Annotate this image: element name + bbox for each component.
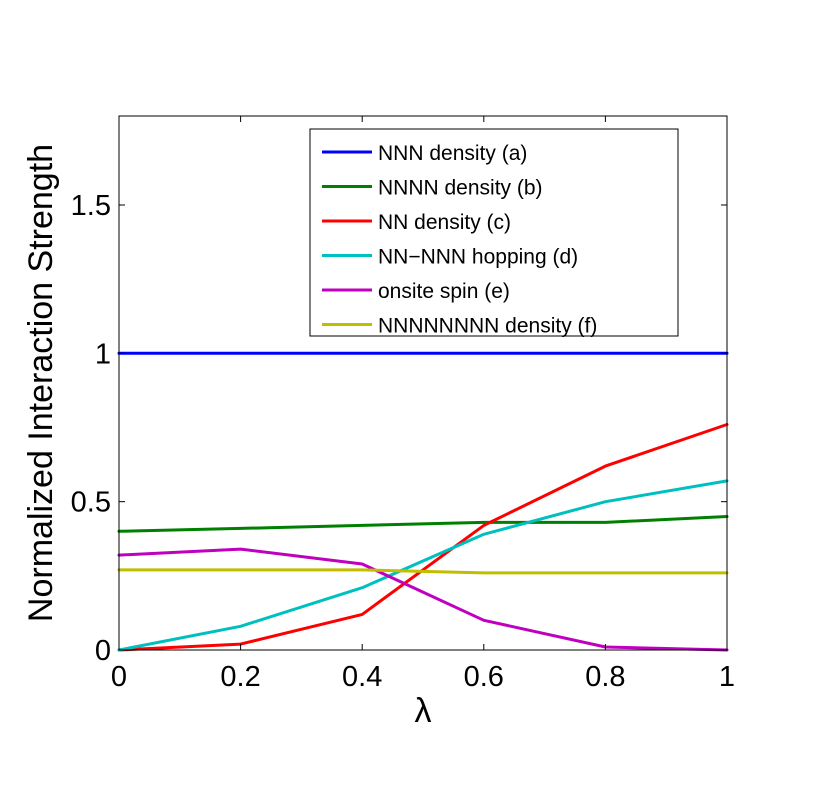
- legend-label-4: onsite spin (e): [378, 280, 510, 303]
- series-line-1: [117, 515, 729, 533]
- x-tick-label: 0: [111, 661, 127, 693]
- legend-label-0: NNN density (a): [378, 142, 527, 165]
- legend-label-1: NNNN density (b): [378, 177, 543, 200]
- x-tick-label: 0.6: [464, 661, 504, 693]
- series-line-3: [117, 479, 729, 652]
- y-tick-label: 1: [95, 338, 111, 370]
- series-line-4: [117, 547, 729, 652]
- x-tick-label: 0.2: [220, 661, 260, 693]
- legend: NNN density (a) NNNN density (b) NN densit…: [309, 128, 679, 338]
- y-tick-label: 1.5: [71, 190, 111, 222]
- series-line-5: [117, 568, 729, 575]
- y-tick-label: 0.5: [71, 487, 111, 519]
- x-tick-label: 0.4: [342, 661, 382, 693]
- legend-label-2: NN density (c): [378, 211, 511, 234]
- tick-layer: 0 0.2 0.4 0.6 0.8 1 0 0.5 1 1.5: [71, 116, 735, 693]
- y-tick-label: 0: [95, 635, 111, 667]
- series-layer: [117, 351, 729, 652]
- x-axis-label: λ: [415, 692, 432, 730]
- y-axis-label: Normalized Interaction Strength: [22, 144, 60, 622]
- plot-frame: [118, 115, 728, 651]
- legend-label-3: NN−NNN hopping (d): [378, 246, 578, 269]
- legend-label-5: NNNNNNNN density (f): [378, 315, 597, 338]
- x-tick-label: 0.8: [585, 661, 625, 693]
- x-tick-label: 1: [719, 661, 735, 693]
- legend-box: [309, 128, 679, 337]
